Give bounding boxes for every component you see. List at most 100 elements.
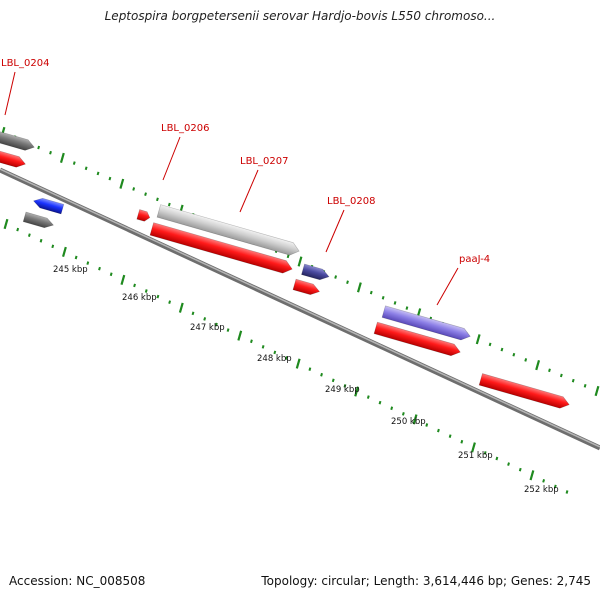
outer-scale-tick-minor bbox=[524, 358, 528, 362]
outer-scale-tick-major bbox=[297, 256, 303, 267]
inner-scale-tick-minor bbox=[343, 384, 347, 388]
outer-scale-tick-minor bbox=[96, 171, 100, 176]
outer-scale-tick-minor bbox=[500, 347, 504, 352]
map-title: Leptospira borgpetersenii serovar Hardjo… bbox=[104, 9, 496, 23]
inner-scale-tick-major bbox=[3, 218, 9, 230]
inner-scale-tick-minor bbox=[425, 423, 429, 427]
outer-scale-tick-major bbox=[119, 178, 125, 189]
inner-scale-tick-major bbox=[295, 358, 301, 369]
inner-scale-tick-minor bbox=[331, 378, 335, 383]
outer-scale-tick-minor bbox=[167, 202, 171, 207]
inner-scale-tick-minor bbox=[51, 244, 55, 249]
gene-bar-red-small[interactable] bbox=[292, 278, 321, 297]
outer-scale-tick-minor bbox=[37, 145, 41, 150]
outer-scale-tick-minor bbox=[346, 280, 349, 285]
inner-scale-tick-minor bbox=[308, 367, 312, 371]
inner-scale-tick-major bbox=[237, 330, 243, 341]
inner-scale-tick-minor bbox=[378, 400, 382, 405]
outer-scale-tick-minor bbox=[84, 166, 88, 171]
inner-scale-tick-minor bbox=[39, 238, 43, 243]
outer-scale-tick-minor bbox=[369, 290, 373, 295]
inner-scale-tick-minor bbox=[98, 266, 101, 271]
inner-scale-tick-minor bbox=[448, 434, 452, 438]
kbp-tick-label: 251 kbp bbox=[458, 451, 493, 461]
outer-scale-tick-minor bbox=[108, 176, 112, 181]
inner-scale-tick-minor bbox=[460, 439, 464, 444]
inner-scale-tick-minor bbox=[144, 289, 148, 293]
outer-scale-tick-minor bbox=[144, 192, 147, 196]
outer-scale-tick-major bbox=[475, 334, 481, 345]
genome-summary-text: Topology: circular; Length: 3,614,446 bp… bbox=[261, 574, 591, 588]
gene-label-leader-line bbox=[325, 209, 345, 253]
gene-bar-paaj-4[interactable] bbox=[381, 305, 472, 342]
inner-scale-tick-minor bbox=[401, 412, 405, 416]
inner-scale-tick-minor bbox=[16, 227, 20, 232]
outer-scale-tick-minor bbox=[548, 368, 551, 373]
inner-scale-tick-major bbox=[529, 470, 535, 481]
gene-bar-red-long[interactable] bbox=[149, 222, 294, 276]
kbp-tick-label: 246 kbp bbox=[122, 293, 157, 303]
inner-scale-tick-minor bbox=[191, 311, 195, 316]
inner-scale-tick-minor bbox=[507, 462, 510, 466]
inner-scale-tick-minor bbox=[320, 372, 323, 377]
inner-scale-tick-minor bbox=[495, 456, 499, 461]
gene-bar-gray[interactable] bbox=[22, 211, 55, 230]
outer-scale-tick-minor bbox=[393, 301, 397, 305]
inner-scale-tick-major bbox=[62, 246, 67, 258]
gene-label-leader-line bbox=[239, 169, 259, 213]
inner-scale-tick-major bbox=[120, 274, 126, 285]
gene-label: paaJ-4 bbox=[459, 254, 490, 265]
kbp-tick-label: 248 kbp bbox=[257, 354, 292, 364]
gene-label: LBL_0206 bbox=[161, 123, 209, 134]
outer-scale-tick-minor bbox=[334, 275, 338, 279]
inner-scale-tick-minor bbox=[285, 356, 288, 360]
inner-scale-tick-minor bbox=[74, 255, 78, 260]
gene-label-leader-line bbox=[4, 71, 16, 116]
outer-scale-tick-minor bbox=[559, 373, 563, 378]
outer-scale-tick-minor bbox=[381, 295, 385, 300]
inner-scale-tick-major bbox=[412, 414, 418, 425]
outer-scale-tick-minor bbox=[132, 187, 136, 191]
outer-scale-tick-major bbox=[356, 282, 362, 293]
gene-bar-red[interactable] bbox=[373, 321, 462, 358]
outer-scale-tick-minor bbox=[488, 342, 492, 347]
kbp-tick-label: 252 kbp bbox=[524, 485, 559, 495]
outer-scale-tick-minor bbox=[286, 254, 290, 259]
gene-label-leader-line bbox=[436, 267, 459, 306]
outer-scale-tick-minor bbox=[405, 306, 409, 310]
outer-scale-tick-minor bbox=[571, 378, 575, 383]
outer-scale-tick-minor bbox=[583, 384, 587, 388]
kbp-tick-label: 245 kbp bbox=[53, 265, 88, 275]
outer-scale-tick-major bbox=[59, 152, 65, 164]
inner-scale-tick-minor bbox=[214, 322, 218, 327]
inner-scale-tick-minor bbox=[168, 300, 172, 304]
inner-scale-tick-minor bbox=[226, 328, 230, 332]
inner-scale-tick-major bbox=[354, 386, 360, 397]
inner-scale-tick-minor bbox=[565, 490, 569, 494]
chromosome-backbone bbox=[0, 167, 600, 451]
gene-bar-red-small[interactable] bbox=[136, 209, 151, 223]
inner-scale-tick-minor bbox=[366, 395, 370, 399]
inner-scale-tick-minor bbox=[518, 467, 522, 472]
inner-scale-tick-major bbox=[178, 302, 184, 313]
inner-scale-tick-minor bbox=[437, 428, 440, 433]
gene-bar-red[interactable] bbox=[0, 150, 27, 170]
inner-scale-tick-minor bbox=[203, 317, 207, 321]
inner-scale-tick-minor bbox=[273, 350, 277, 355]
outer-scale-tick-major bbox=[594, 385, 600, 397]
gene-bar-red[interactable] bbox=[478, 373, 571, 411]
gene-label: LBL_0204 bbox=[1, 58, 49, 69]
accession-text: Accession: NC_008508 bbox=[9, 574, 146, 588]
chromosome-backbone-highlight bbox=[0, 168, 600, 448]
inner-scale-tick-minor bbox=[109, 272, 113, 277]
gene-bar-blue[interactable] bbox=[32, 196, 65, 215]
inner-scale-tick-minor bbox=[250, 339, 253, 344]
gene-label: LBL_0207 bbox=[240, 156, 288, 167]
outer-scale-tick-minor bbox=[512, 352, 516, 357]
inner-scale-tick-minor bbox=[86, 261, 90, 265]
gene-bar-lbl-0208[interactable] bbox=[301, 263, 331, 282]
gene-bar-lbl-0207[interactable] bbox=[156, 204, 301, 258]
gene-bar-gray[interactable] bbox=[0, 131, 36, 152]
